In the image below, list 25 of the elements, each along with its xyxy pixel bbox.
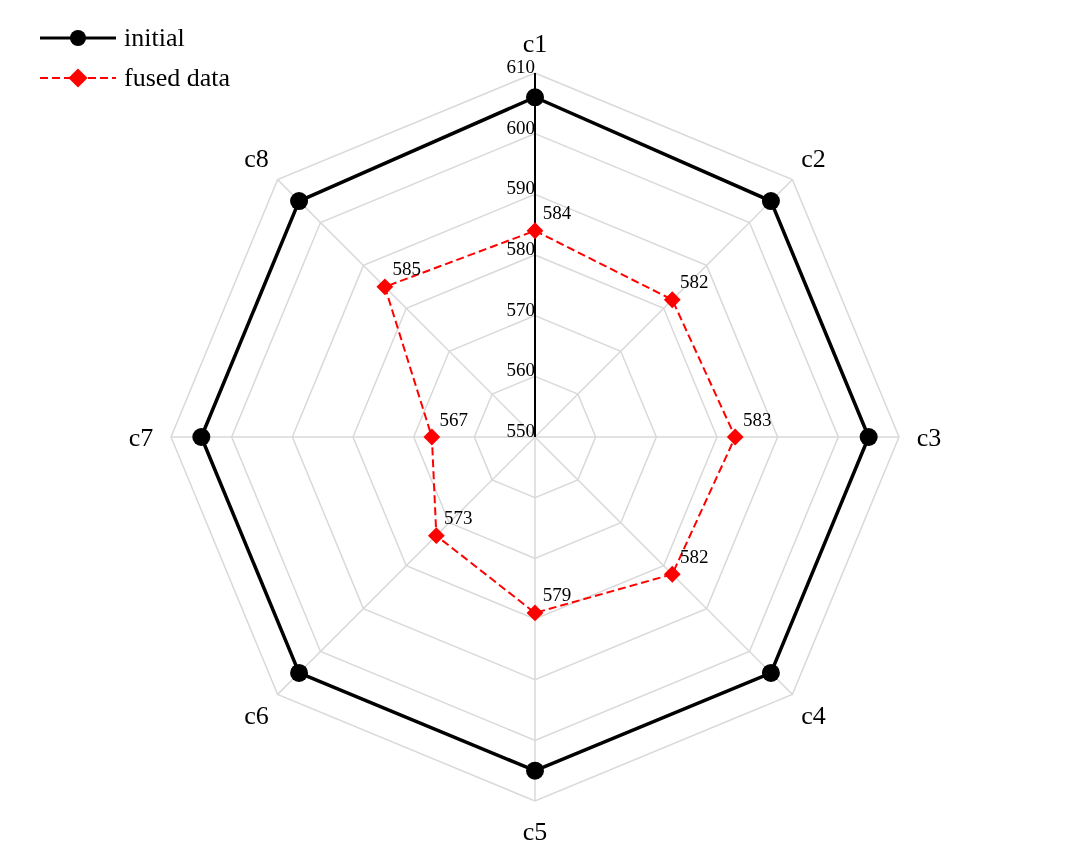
data-label: 583 xyxy=(742,408,772,430)
spoke-label: c1 xyxy=(522,28,548,58)
spoke-label: c4 xyxy=(801,701,826,731)
spoke-label: c2 xyxy=(801,143,826,173)
spoke-label: c6 xyxy=(244,701,269,731)
data-label: 579 xyxy=(542,584,572,606)
data-label: 585 xyxy=(392,258,422,280)
data-label: 584 xyxy=(542,202,572,224)
data-label: 582 xyxy=(680,271,709,293)
y-tick-label: 560 xyxy=(506,359,535,381)
legend-label: fused data xyxy=(124,63,231,93)
y-tick-label: 600 xyxy=(506,116,535,138)
data-label: 567 xyxy=(439,408,469,430)
y-tick-label: 580 xyxy=(506,238,535,259)
y-tick-label: 610 xyxy=(506,56,535,77)
spoke-label: c5 xyxy=(522,816,548,846)
spoke-label: c8 xyxy=(244,143,269,173)
spoke-label: c3 xyxy=(916,422,942,452)
y-tick-label: 550 xyxy=(506,420,535,441)
spoke-label: c7 xyxy=(128,422,154,452)
data-label: 573 xyxy=(444,507,473,529)
y-tick-label: 570 xyxy=(506,298,535,320)
legend-label: initial xyxy=(124,23,185,53)
data-label: 582 xyxy=(680,545,709,567)
y-tick-label: 590 xyxy=(506,177,535,199)
